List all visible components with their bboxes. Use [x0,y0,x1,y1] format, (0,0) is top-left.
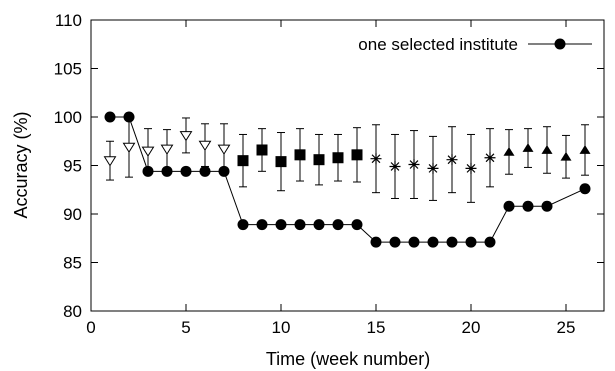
data-point [237,219,249,231]
data-point [217,144,231,155]
data-point [484,236,496,248]
y-tick-label: 105 [54,60,82,79]
data-point [541,200,553,212]
axes: 0 5 10 15 20 25 80 85 90 95 100 105 110 [54,11,605,337]
data-point [503,200,515,212]
data-point [522,143,534,152]
data-point [332,152,344,164]
data-point [275,156,287,168]
data-point [465,236,477,248]
data-point [427,162,439,174]
plot-area [103,111,591,248]
data-point [351,219,363,231]
data-point [180,165,192,177]
series-line [110,116,586,243]
plot-frame [90,19,605,312]
x-tick-label: 25 [557,318,576,337]
data-point [294,149,306,161]
data-point [141,146,155,157]
data-point [275,219,287,231]
data-point [256,219,268,231]
data-point [408,236,420,248]
data-point [427,236,439,248]
legend: one selected institute [358,35,592,54]
data-point [579,145,591,154]
data-point [199,165,211,177]
y-tick-label: 95 [63,157,82,176]
data-point [579,183,591,195]
data-point [484,152,496,164]
data-point [370,153,382,165]
data-point [237,155,249,167]
y-tick-label: 80 [63,302,82,321]
data-point [103,156,117,167]
data-point [446,154,458,166]
y-tick-label: 90 [63,205,82,224]
data-point [179,131,193,142]
data-point [541,145,553,154]
x-axis-label: Time (week number) [266,349,430,369]
data-point [389,160,401,172]
data-point [503,146,515,156]
data-point [389,236,401,248]
data-point [160,144,174,155]
y-tick-label: 110 [55,11,82,30]
data-point [351,149,363,161]
data-point [332,219,344,231]
x-tick-label: 5 [181,318,190,337]
data-point [104,111,116,123]
x-tick-label: 10 [272,318,291,337]
data-point [370,236,382,248]
data-point [465,162,477,174]
x-tick-label: 15 [367,318,386,337]
x-tick-label: 20 [462,318,481,337]
data-point [408,159,420,171]
y-axis-label: Accuracy (%) [11,111,31,218]
legend-marker [554,38,566,50]
data-point [446,236,458,248]
y-tick-label: 85 [63,254,82,273]
data-point [294,219,306,231]
y-tick-label: 100 [54,108,82,127]
data-point [560,151,572,161]
x-tick-label: 0 [86,318,95,337]
data-point [256,144,268,156]
legend-label: one selected institute [358,35,518,54]
data-point [313,154,325,166]
data-point [313,219,325,231]
data-point [522,200,534,212]
data-point [198,140,212,152]
data-point [122,142,136,153]
